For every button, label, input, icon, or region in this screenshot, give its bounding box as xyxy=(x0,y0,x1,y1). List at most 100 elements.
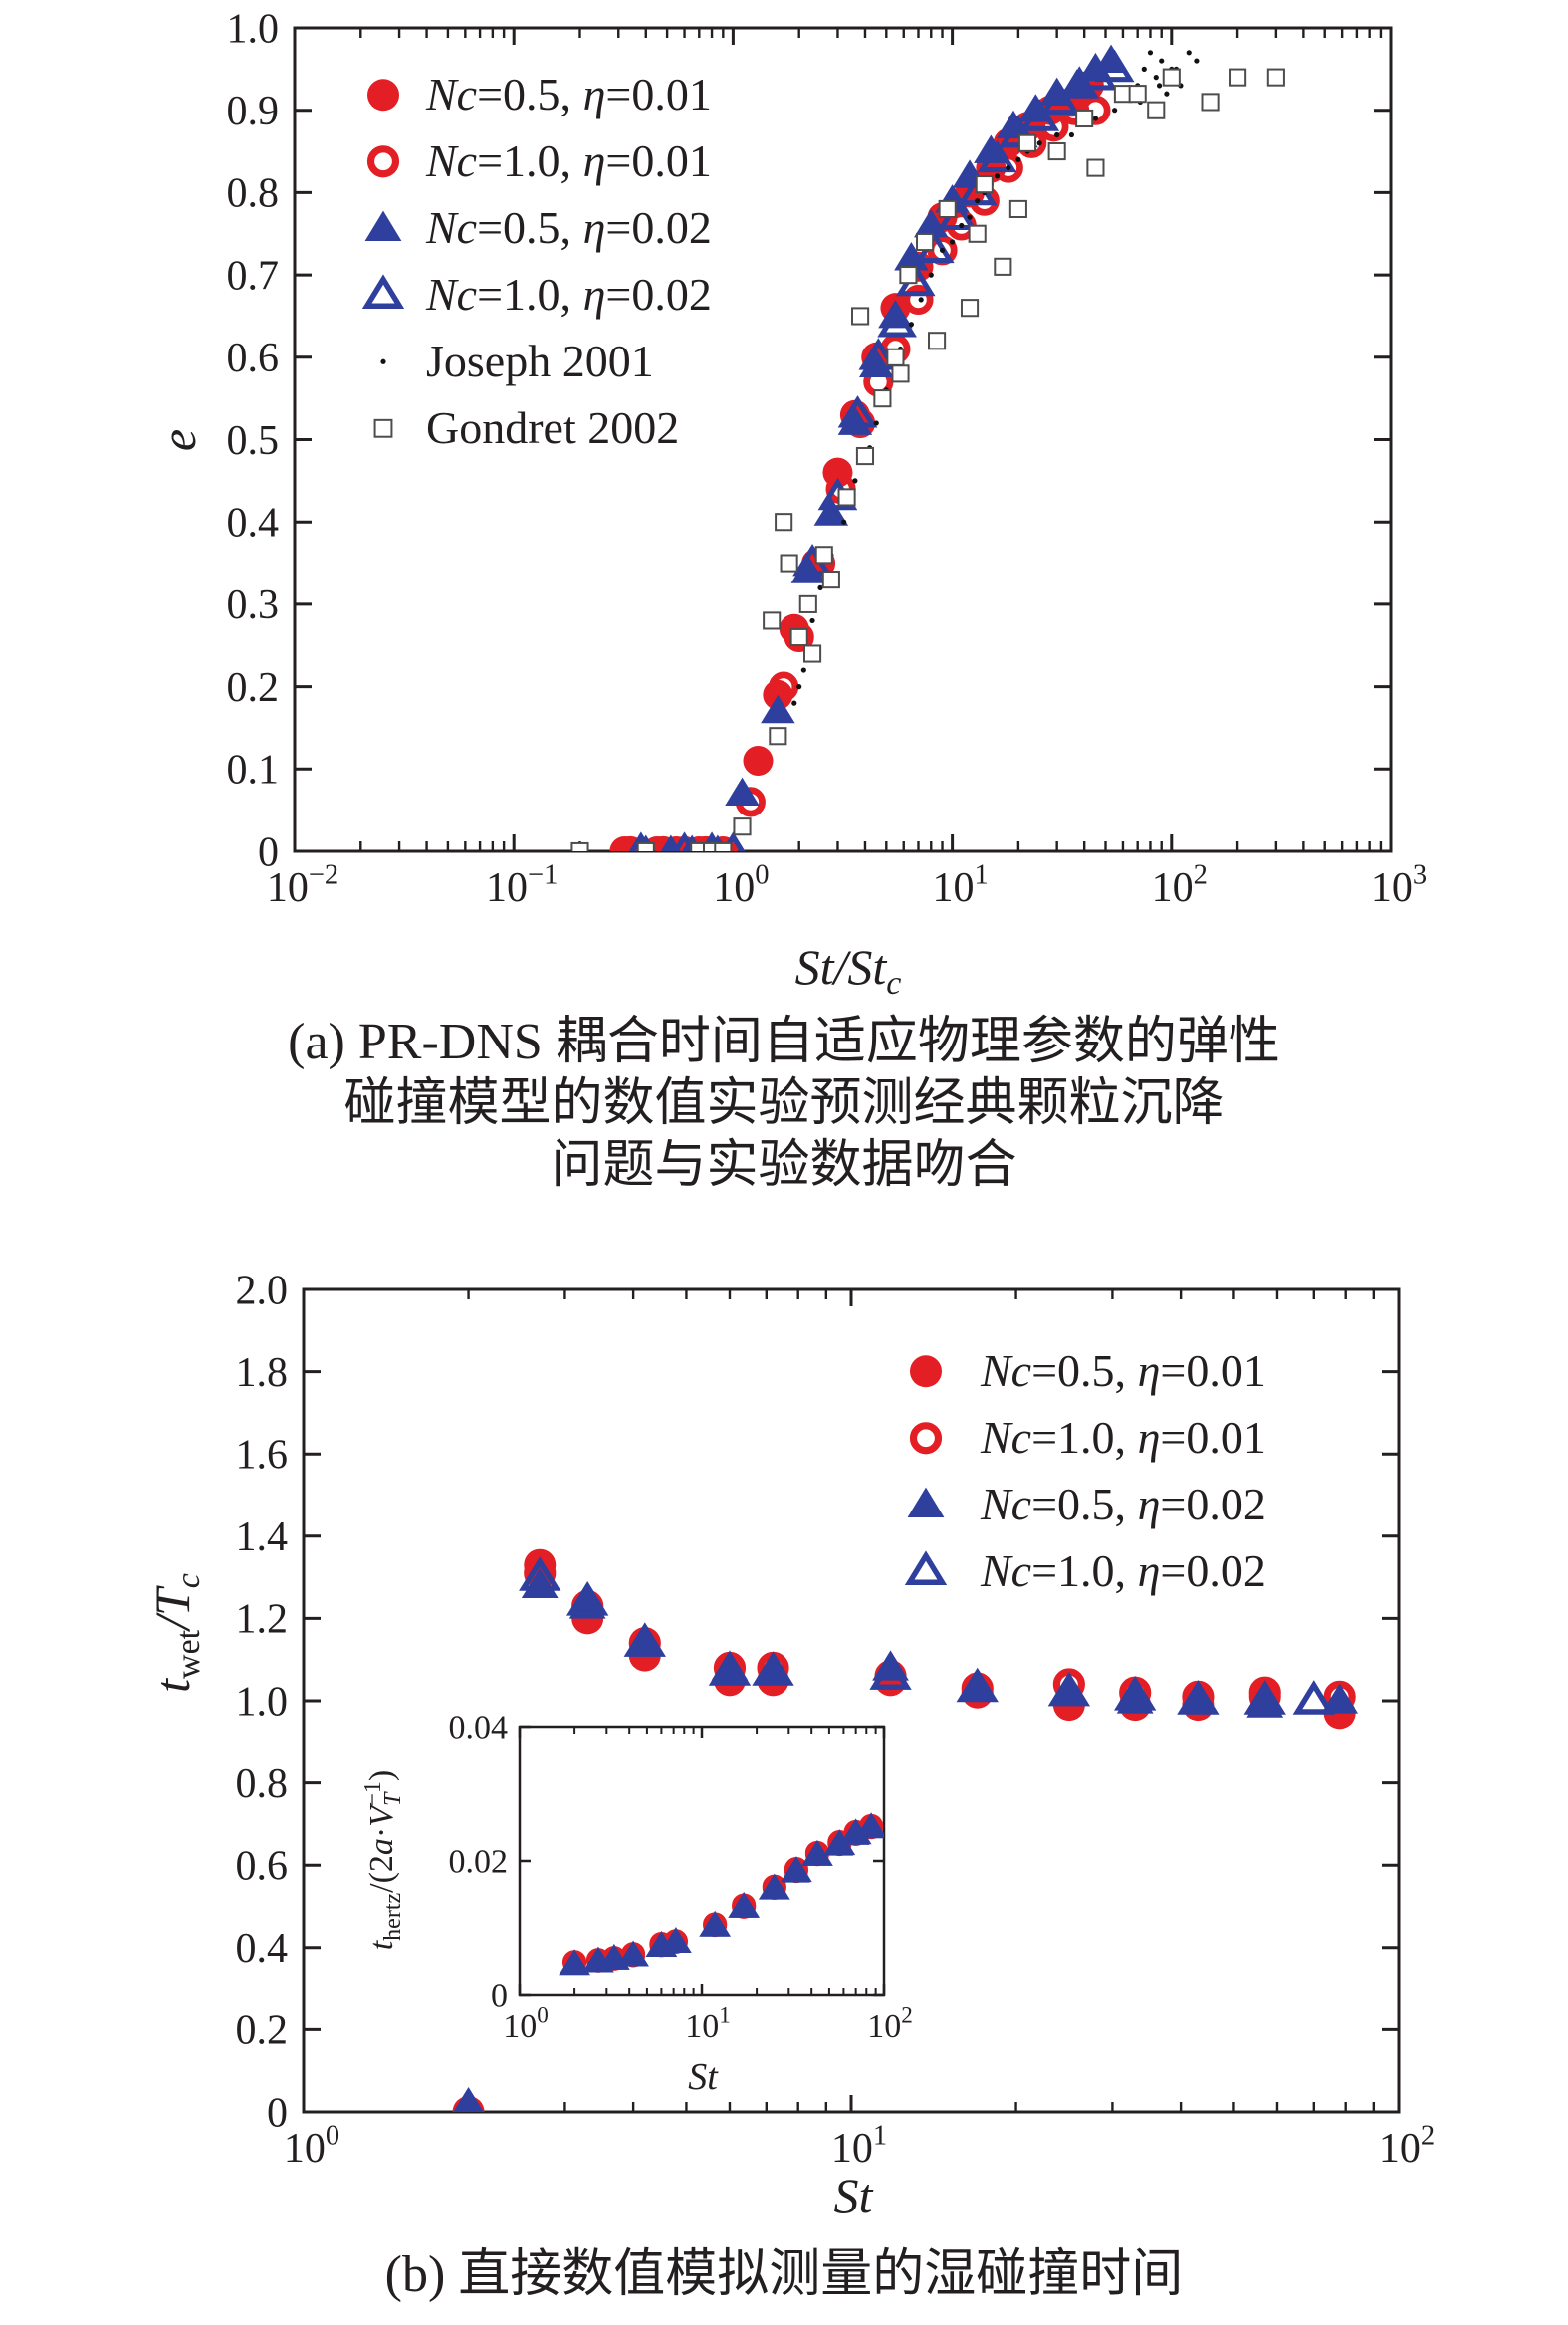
y-tick-label: 0.4 xyxy=(236,1926,289,1972)
y-axis-label-sub: wet xyxy=(170,1629,207,1679)
legend-label: Gondret 2002 xyxy=(426,402,679,453)
x-tick-exponent: 0 xyxy=(755,859,769,890)
data-point xyxy=(837,395,878,428)
data-layer xyxy=(452,1548,1359,2112)
data-point xyxy=(1229,68,1247,87)
legend-eta-value: =0.02 xyxy=(605,269,711,320)
chart-b: 100 101 10200.20.40.60.81.01.21.41.61.82.0… xyxy=(144,1268,1435,2223)
x-tick-label: 100 xyxy=(713,859,769,911)
data-point xyxy=(1141,66,1147,72)
x-tick-exponent: 0 xyxy=(537,2003,549,2029)
y-tick-label: 0 xyxy=(267,2090,288,2136)
y-axis-label-t: t xyxy=(144,1678,200,1693)
x-tick-base: 10 xyxy=(685,2008,719,2045)
data-layer xyxy=(559,1812,884,1976)
x-tick-label: 102 xyxy=(1379,2120,1435,2172)
legend-eta-value: =0.01 xyxy=(605,69,711,119)
inset-y-dot: · xyxy=(363,1827,400,1838)
legend-nc: Nc xyxy=(980,1345,1031,1396)
legend-marker xyxy=(380,358,386,364)
data-point xyxy=(1050,1675,1088,1706)
legend-eta: η xyxy=(583,269,606,320)
data-point xyxy=(790,555,826,583)
legend-eta-value: =0.02 xyxy=(605,202,711,253)
data-point xyxy=(886,348,905,366)
data-point xyxy=(1147,50,1154,56)
data-point xyxy=(873,389,892,408)
data-point xyxy=(559,1949,590,1976)
x-tick-base: 10 xyxy=(503,2008,537,2045)
data-point xyxy=(1201,93,1220,112)
chart-a: 10−2 10−1 100 101 102 10300.10.20.30.40.50.60… xyxy=(150,6,1427,1002)
data-layer xyxy=(570,44,1285,851)
x-tick-exponent: 3 xyxy=(1413,859,1427,890)
y-tick-label: 0.8 xyxy=(227,171,280,217)
caption-a-line-3: 问题与实验数据吻合 xyxy=(551,1137,1017,1194)
legend-eta: η xyxy=(1138,1412,1161,1463)
data-point xyxy=(821,571,840,589)
data-point xyxy=(1077,58,1118,91)
data-point xyxy=(803,1843,831,1866)
inset-y-close: ) xyxy=(363,1770,400,1781)
data-point xyxy=(761,1876,788,1900)
data-point xyxy=(769,727,787,746)
data-point xyxy=(598,1943,630,1970)
data-point xyxy=(708,1651,752,1686)
data-point xyxy=(1113,85,1133,104)
data-point xyxy=(1054,131,1060,138)
data-point xyxy=(960,299,980,318)
data-point xyxy=(814,546,833,565)
data-point xyxy=(918,297,924,303)
data-point xyxy=(1006,164,1011,171)
data-point xyxy=(1019,99,1060,131)
y-tick-label: 1.4 xyxy=(236,1514,289,1560)
data-point xyxy=(1162,68,1181,87)
data-point xyxy=(703,841,722,851)
legend-eta-value: =0.02 xyxy=(1160,1545,1265,1596)
y-tick-label: 0.5 xyxy=(227,418,280,464)
data-point xyxy=(1156,83,1163,89)
legend-label: Nc=1.0, η=0.02 xyxy=(980,1545,1266,1596)
legend-marker xyxy=(904,1550,948,1585)
data-point xyxy=(975,175,994,194)
data-point xyxy=(453,2086,484,2112)
x-tick-label: 10−2 xyxy=(267,859,338,911)
legend-label: Joseph 2001 xyxy=(426,336,654,386)
data-point xyxy=(560,1952,588,1976)
data-point xyxy=(1180,1683,1217,1714)
caption-b: (b) 直接数值模拟测量的湿碰撞时间 xyxy=(0,2244,1568,2306)
inset-y-T: T xyxy=(380,1791,406,1806)
y-tick-label: 0.6 xyxy=(236,1843,289,1889)
data-point xyxy=(837,488,856,507)
data-point xyxy=(730,1895,758,1918)
data-point xyxy=(914,208,949,238)
data-point xyxy=(623,1622,666,1657)
legend-eta-value: =0.01 xyxy=(605,135,711,186)
data-point xyxy=(903,284,934,315)
data-point xyxy=(1008,199,1027,219)
legend-marker xyxy=(373,418,393,438)
x-tick-label: 100 xyxy=(284,2120,339,2172)
legend-nc-value: =1.0, xyxy=(1031,1412,1137,1463)
inset-x-axis-label: St xyxy=(688,2056,719,2098)
x-tick-base: 10 xyxy=(713,865,755,911)
x-tick-label: 102 xyxy=(1152,859,1208,911)
data-point xyxy=(916,232,935,252)
y-tick-label: 0.2 xyxy=(227,665,280,711)
legend-nc-value: =0.5, xyxy=(1031,1479,1137,1529)
x-tick-exponent: −2 xyxy=(309,859,338,890)
data-point xyxy=(1114,1675,1157,1711)
data-point xyxy=(959,1671,997,1702)
caption-a-line-2: 碰撞模型的数值实验预测经典颗粒沉降 xyxy=(343,1075,1225,1132)
inset-y-a: a xyxy=(363,1838,400,1855)
data-point xyxy=(999,115,1038,148)
data-point xyxy=(873,420,879,426)
legend-nc: Nc xyxy=(980,1412,1031,1463)
data-point xyxy=(939,247,946,253)
data-point xyxy=(956,1667,999,1703)
legend-label: Nc=0.5, η=0.01 xyxy=(425,69,712,119)
data-point xyxy=(789,627,808,647)
data-point xyxy=(855,446,875,466)
